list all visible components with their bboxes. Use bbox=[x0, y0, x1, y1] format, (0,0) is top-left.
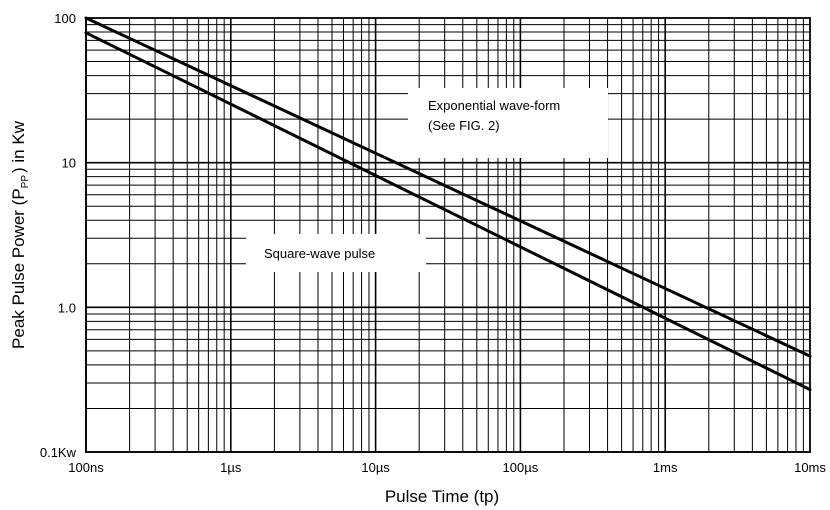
y-axis-title: Peak Pulse Power (PPP ) in Kw bbox=[9, 120, 31, 349]
y-tick-label: 100 bbox=[54, 11, 76, 26]
grid bbox=[85, 18, 810, 453]
y-axis-title-main: Peak Pulse Power (P bbox=[9, 188, 28, 349]
series-layer bbox=[84, 16, 812, 392]
y-tick-label: 10 bbox=[62, 156, 76, 171]
y-tick-labels: 0.1Kw 1.0 10 100 bbox=[40, 11, 77, 460]
y-tick-label: 0.1Kw bbox=[40, 445, 77, 460]
series-line-2 bbox=[84, 31, 812, 392]
x-tick-label: 1µs bbox=[220, 460, 242, 475]
x-tick-label: 100ns bbox=[68, 460, 104, 475]
annotations: Exponential wave-form (See FIG. 2) Square-… bbox=[246, 88, 608, 272]
y-axis-title-subscript: PP bbox=[20, 175, 31, 189]
y-axis-title-tail: ) in Kw bbox=[9, 120, 28, 173]
x-tick-label: 10ms bbox=[794, 460, 826, 475]
plot-frame bbox=[85, 17, 811, 453]
x-tick-label: 1ms bbox=[653, 460, 678, 475]
annotation-text: (See FIG. 2) bbox=[428, 118, 500, 133]
x-tick-label: 100µs bbox=[503, 460, 539, 475]
x-tick-label: 10µs bbox=[361, 460, 390, 475]
annotation-text: Exponential wave-form bbox=[428, 98, 560, 113]
annotation-box bbox=[408, 88, 608, 158]
annotation-box bbox=[246, 234, 426, 272]
x-axis-title: Pulse Time (tp) bbox=[385, 487, 499, 506]
x-tick-labels: 100ns 1µs 10µs 100µs 1ms 10ms bbox=[68, 460, 826, 475]
plot-border bbox=[85, 17, 811, 453]
y-tick-label: 1.0 bbox=[58, 300, 76, 315]
annotation-text: Square-wave pulse bbox=[264, 246, 375, 261]
series-line-1 bbox=[84, 16, 812, 358]
